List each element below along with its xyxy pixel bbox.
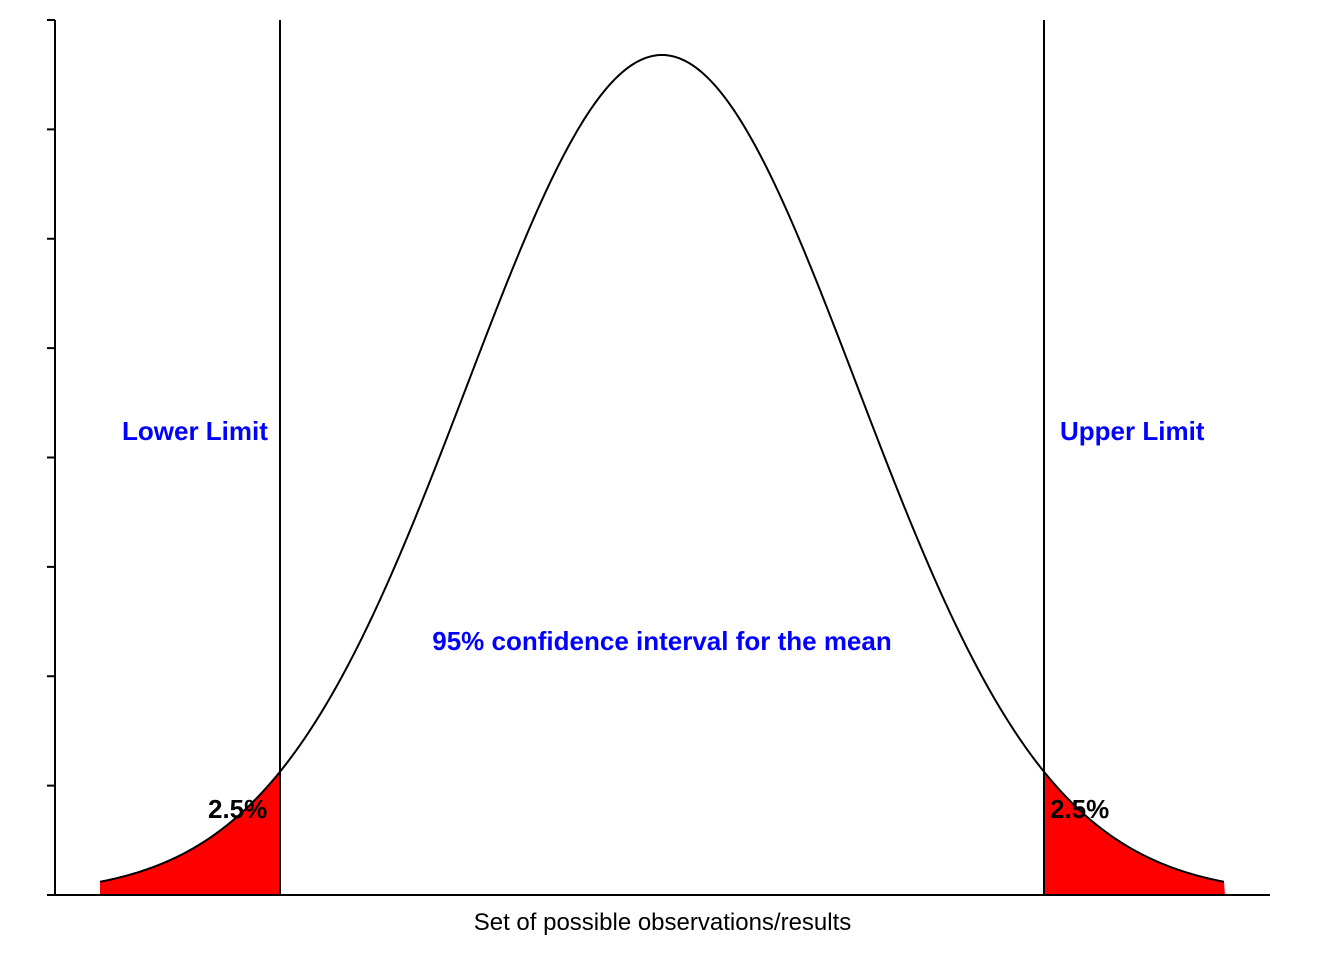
x-axis-label: Set of possible observations/results: [474, 909, 852, 936]
lower-limit-label: Lower Limit: [122, 416, 268, 446]
left-tail-percent-label: 2.5%: [208, 794, 267, 824]
upper-limit-label: Upper Limit: [1060, 416, 1205, 446]
chart-svg: Lower Limit Upper Limit 95% confidence int…: [0, 0, 1344, 960]
chart-background: [0, 0, 1344, 960]
confidence-interval-chart: Lower Limit Upper Limit 95% confidence int…: [0, 0, 1344, 960]
right-tail-percent-label: 2.5%: [1050, 794, 1109, 824]
confidence-interval-label: 95% confidence interval for the mean: [432, 626, 891, 656]
